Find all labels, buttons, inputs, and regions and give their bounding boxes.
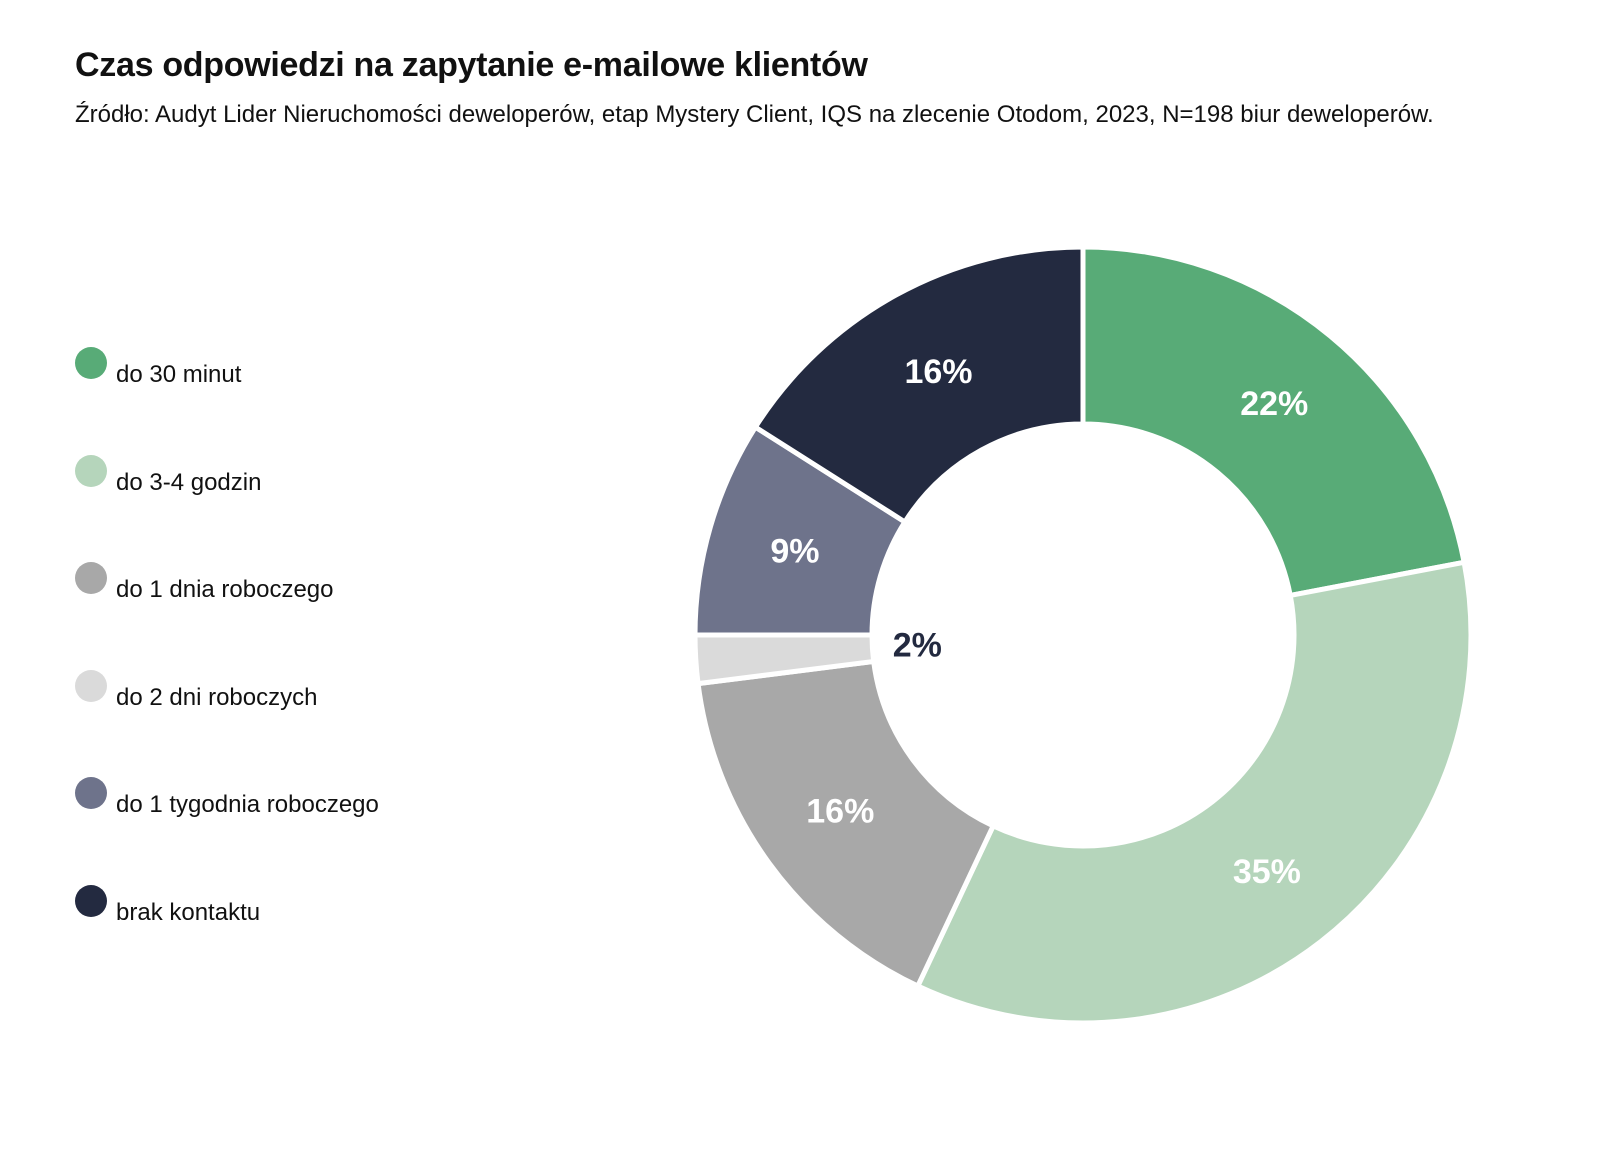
legend-swatch-icon <box>75 777 107 809</box>
donut-slice <box>1080 244 1468 599</box>
legend-swatch-icon <box>75 669 107 702</box>
legend-label: do 1 dnia roboczego <box>116 576 334 603</box>
data-label: 35% <box>1233 853 1301 891</box>
legend-swatch-icon <box>75 562 107 594</box>
chart-title: Czas odpowiedzi na zapytanie e-mailowe k… <box>75 46 868 84</box>
data-label: 22% <box>1240 385 1308 423</box>
data-label: 16% <box>904 353 972 391</box>
legend-swatch-icon <box>75 884 107 917</box>
chart-subtitle: Źródło: Audyt Lider Nieruchomości dewelo… <box>75 101 1434 128</box>
donut-slice <box>695 658 997 990</box>
legend-label: do 2 dni roboczych <box>116 683 318 711</box>
legend-label: do 3-4 godzin <box>116 468 262 496</box>
donut-slice <box>751 244 1086 526</box>
data-label: 16% <box>806 792 874 830</box>
legend-label: do 1 tygodnia roboczego <box>116 791 379 818</box>
legend-swatch-icon <box>75 454 107 487</box>
legend-label: do 30 minut <box>116 361 242 388</box>
legend-label: brak kontaktu <box>116 898 261 926</box>
data-label: 2% <box>893 626 942 664</box>
legend-swatch-icon <box>75 347 107 379</box>
donut-slice <box>914 559 1474 1026</box>
data-label: 9% <box>770 532 819 570</box>
